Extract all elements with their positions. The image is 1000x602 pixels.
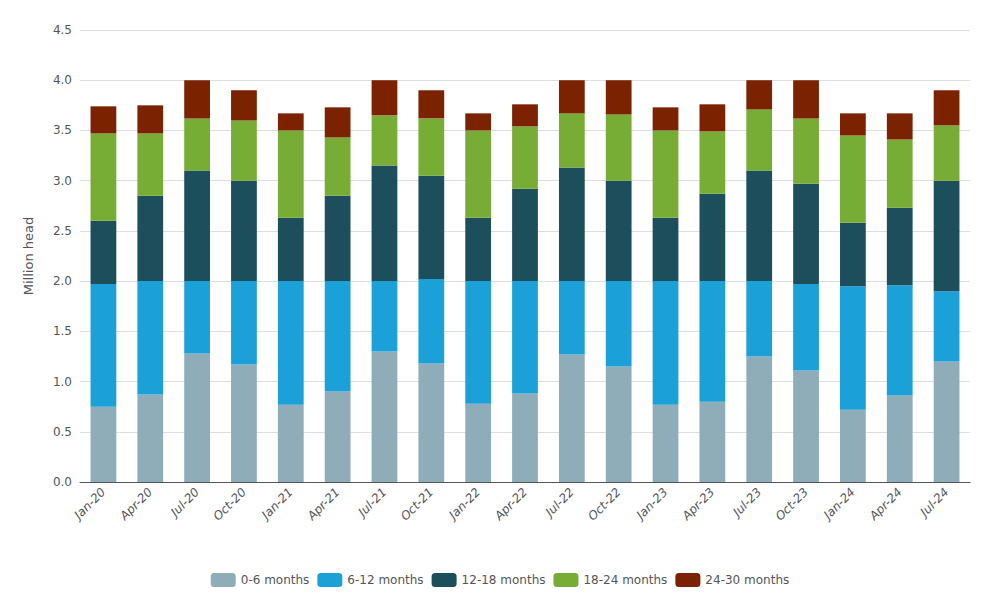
svg-text:Million head: Million head: [21, 217, 36, 295]
svg-text:Jul-24: Jul-24: [916, 485, 951, 520]
svg-text:Jan-23: Jan-23: [632, 485, 670, 523]
svg-text:3.5: 3.5: [53, 123, 72, 137]
svg-text:6-12 months: 6-12 months: [347, 573, 423, 587]
svg-text:Oct-21: Oct-21: [398, 485, 436, 523]
svg-text:Apr-23: Apr-23: [679, 485, 718, 524]
svg-text:1.0: 1.0: [53, 375, 72, 389]
svg-text:0.0: 0.0: [53, 475, 72, 489]
svg-text:0.5: 0.5: [53, 425, 72, 439]
svg-text:4.0: 4.0: [53, 73, 72, 87]
svg-text:Jul-20: Jul-20: [167, 485, 203, 521]
svg-text:Jan-20: Jan-20: [70, 485, 108, 523]
svg-text:Oct-23: Oct-23: [773, 485, 811, 523]
svg-text:12-18 months: 12-18 months: [462, 573, 546, 587]
svg-text:18-24 months: 18-24 months: [583, 573, 667, 587]
svg-text:Jul-23: Jul-23: [729, 485, 764, 520]
svg-text:2.5: 2.5: [53, 224, 72, 238]
svg-text:Jan-24: Jan-24: [820, 485, 858, 523]
svg-text:Apr-22: Apr-22: [491, 485, 530, 524]
svg-text:Jul-22: Jul-22: [541, 485, 576, 520]
svg-text:Oct-20: Oct-20: [211, 485, 250, 524]
svg-text:Apr-21: Apr-21: [304, 485, 343, 524]
svg-text:1.5: 1.5: [53, 324, 72, 338]
svg-text:4.5: 4.5: [53, 23, 72, 37]
svg-text:Apr-20: Apr-20: [117, 485, 156, 524]
svg-text:Jul-21: Jul-21: [354, 485, 389, 520]
svg-text:3.0: 3.0: [53, 174, 72, 188]
svg-text:Jan-22: Jan-22: [445, 485, 483, 523]
svg-text:24-30 months: 24-30 months: [705, 573, 789, 587]
svg-text:2.0: 2.0: [53, 274, 72, 288]
svg-text:Oct-22: Oct-22: [585, 485, 623, 523]
svg-text:Apr-24: Apr-24: [866, 485, 905, 524]
svg-text:0-6 months: 0-6 months: [241, 573, 310, 587]
svg-text:Jan-21: Jan-21: [258, 485, 296, 523]
